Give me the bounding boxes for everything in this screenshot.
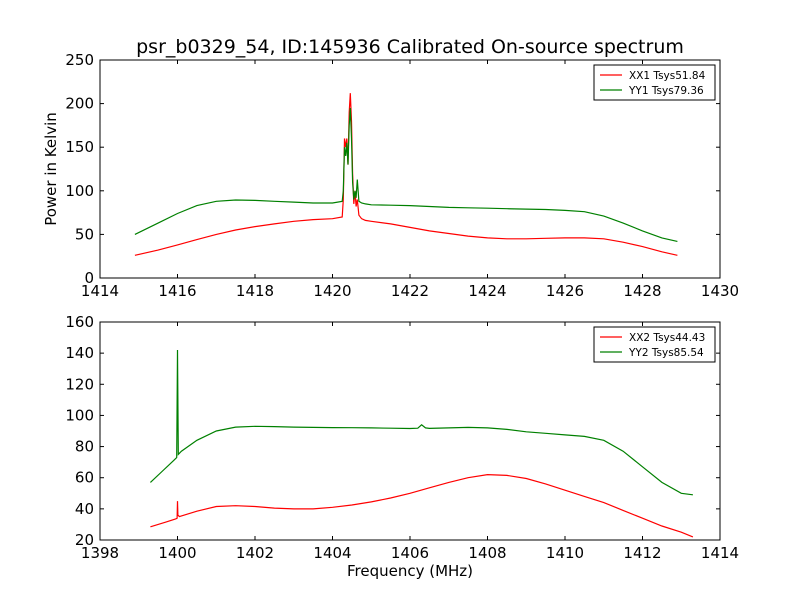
bottom-x-tick-label: 1398 bbox=[81, 544, 119, 562]
bottom-x-tick-label: 1400 bbox=[158, 544, 196, 562]
bottom-y-tick-label: 100 bbox=[65, 406, 94, 424]
bottom-y-tick-label: 40 bbox=[75, 500, 94, 518]
top-legend-label-1: XX1 Tsys51.84 bbox=[629, 70, 706, 82]
top-y-axis-label: Power in Kelvin bbox=[42, 112, 60, 226]
top-y-tick-label: 50 bbox=[75, 225, 94, 243]
bottom-legend-label-1: XX2 Tsys44.43 bbox=[629, 332, 705, 344]
bottom-y-tick-label: 60 bbox=[75, 469, 94, 487]
bottom-y-tick-label: 140 bbox=[65, 344, 94, 362]
top-legend-label-2: YY1 Tsys79.36 bbox=[628, 85, 704, 97]
bottom-x-tick-label: 1412 bbox=[623, 544, 661, 562]
top-x-tick-label: 1428 bbox=[623, 282, 661, 300]
chart-title: psr_b0329_54, ID:145936 Calibrated On-so… bbox=[136, 36, 684, 58]
top-x-tick-label: 1424 bbox=[468, 282, 506, 300]
bottom-x-tick-label: 1408 bbox=[468, 544, 506, 562]
bottom-x-tick-label: 1404 bbox=[313, 544, 351, 562]
top-series-line-2 bbox=[134, 107, 678, 242]
bottom-series-line-1 bbox=[150, 473, 694, 538]
bottom-y-tick-label: 120 bbox=[65, 375, 94, 393]
bottom-y-tick-label: 160 bbox=[65, 313, 94, 331]
top-y-tick-label: 150 bbox=[65, 138, 94, 156]
top-plot: 1414 1416 1418 1420 1422 1424 1426 1428 1430 0 50 1… bbox=[42, 51, 739, 300]
bottom-x-tick-label: 1402 bbox=[236, 544, 274, 562]
bottom-legend-box bbox=[593, 326, 716, 363]
bottom-x-tick-label: 1414 bbox=[701, 544, 739, 562]
bottom-x-axis-label: Frequency (MHz) bbox=[347, 562, 473, 580]
bottom-x-tick-label: 1406 bbox=[391, 544, 429, 562]
bottom-y-tick-label: 20 bbox=[75, 531, 94, 549]
bottom-legend-label-2: YY2 Tsys85.54 bbox=[628, 347, 704, 359]
top-legend-box bbox=[593, 64, 716, 101]
top-y-tick-label: 0 bbox=[84, 269, 94, 287]
top-x-tick-label: 1422 bbox=[391, 282, 429, 300]
bottom-plot: 1398 1400 1402 1404 1406 1408 1410 1412 1414 20 40… bbox=[65, 313, 739, 580]
top-x-tick-label: 1430 bbox=[701, 282, 739, 300]
bottom-series-line-2 bbox=[149, 349, 693, 496]
top-y-tick-label: 250 bbox=[65, 51, 94, 69]
top-x-tick-label: 1418 bbox=[236, 282, 274, 300]
bottom-y-tick-label: 80 bbox=[75, 438, 94, 456]
top-x-tick-label: 1414 bbox=[81, 282, 119, 300]
bottom-x-tick-label: 1410 bbox=[546, 544, 584, 562]
top-x-tick-label: 1420 bbox=[313, 282, 351, 300]
top-x-tick-label: 1416 bbox=[158, 282, 196, 300]
top-x-tick-label: 1426 bbox=[546, 282, 584, 300]
top-y-tick-label: 200 bbox=[65, 95, 94, 113]
top-y-tick-label: 100 bbox=[65, 182, 94, 200]
